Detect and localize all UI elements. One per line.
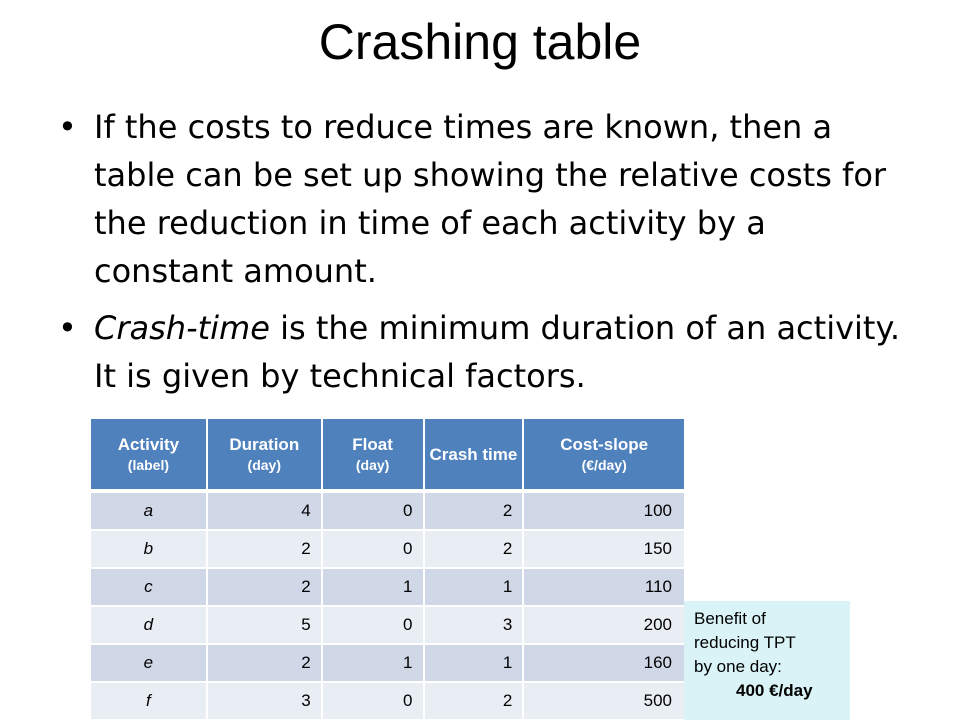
column-header-label: Crash time	[429, 444, 518, 464]
cell-cost-slope: 160	[523, 644, 686, 683]
note-line: Benefit of	[694, 609, 766, 628]
cell-crash-time: 1	[423, 568, 525, 607]
column-header-activity: Activity (label)	[91, 419, 208, 493]
cell-cost-slope: 500	[523, 682, 686, 720]
cell-crash-time: 3	[423, 606, 525, 645]
cell-cost-slope: 200	[523, 606, 686, 645]
table-row: d 5 0 3 200	[91, 606, 686, 645]
cell-float: 0	[321, 530, 425, 569]
table-row: b 2 0 2 150	[91, 530, 686, 569]
cell-duration: 4	[206, 491, 323, 531]
bullet-item-costs: • If the costs to reduce times are known…	[58, 103, 908, 295]
column-header-label: Cost-slope	[560, 434, 649, 454]
bullet-item-crash-time: • Crash-time is the minimum duration of …	[58, 304, 908, 400]
bullet-marker: •	[58, 309, 77, 347]
bullet-marker: •	[58, 108, 77, 146]
cell-duration: 5	[206, 606, 323, 645]
column-header-float: Float (day)	[321, 419, 425, 493]
column-header-crash-time: Crash time	[423, 419, 525, 493]
cell-float: 0	[321, 682, 425, 720]
column-header-unit: (day)	[247, 456, 281, 473]
table-row: c 2 1 1 110	[91, 568, 686, 607]
table-row: e 2 1 1 160	[91, 644, 686, 683]
cell-activity: e	[91, 644, 208, 683]
cell-crash-time: 2	[423, 682, 525, 720]
note-line: by one day:	[694, 657, 782, 676]
cell-crash-time: 2	[423, 491, 525, 531]
slide-title: Crashing table	[318, 14, 642, 70]
cell-activity: f	[91, 682, 208, 720]
cell-activity: d	[91, 606, 208, 645]
table-header-row: Activity (label) Duration (day) Float (d…	[91, 419, 686, 493]
benefit-note-box: Benefit of reducing TPT by one day: 400 …	[684, 601, 850, 720]
cell-cost-slope: 100	[523, 491, 686, 531]
column-header-label: Float	[352, 434, 393, 454]
note-value: 400 €/day	[736, 681, 813, 700]
crashing-table: Activity (label) Duration (day) Float (d…	[91, 419, 686, 720]
column-header-cost-slope: Cost-slope (€/day)	[523, 419, 686, 493]
cell-crash-time: 1	[423, 644, 525, 683]
column-header-unit: (€/day)	[581, 456, 627, 473]
cell-float: 1	[321, 568, 425, 607]
cell-activity: c	[91, 568, 208, 607]
column-header-unit: (label)	[127, 456, 170, 473]
cell-cost-slope: 110	[523, 568, 686, 607]
cell-duration: 2	[206, 530, 323, 569]
cell-duration: 2	[206, 644, 323, 683]
cell-float: 0	[321, 491, 425, 531]
column-header-label: Activity	[117, 434, 180, 454]
cell-activity: b	[91, 530, 208, 569]
cell-duration: 3	[206, 682, 323, 720]
bullet-list: • If the costs to reduce times are known…	[58, 103, 908, 409]
bullet-emphasis: Crash-time	[94, 309, 270, 347]
column-header-label: Duration	[229, 434, 300, 454]
table-row: f 3 0 2 500	[91, 682, 686, 720]
cell-cost-slope: 150	[523, 530, 686, 569]
cell-float: 1	[321, 644, 425, 683]
bullet-text: is the minimum duration of an activity. …	[94, 309, 900, 395]
cell-crash-time: 2	[423, 530, 525, 569]
cell-float: 0	[321, 606, 425, 645]
table-row: a 4 0 2 100	[91, 491, 686, 531]
cell-activity: a	[91, 491, 208, 531]
bullet-text: If the costs to reduce times are known, …	[94, 108, 887, 290]
cell-duration: 2	[206, 568, 323, 607]
note-line: reducing TPT	[694, 633, 796, 652]
column-header-duration: Duration (day)	[206, 419, 323, 493]
column-header-unit: (day)	[355, 456, 390, 473]
